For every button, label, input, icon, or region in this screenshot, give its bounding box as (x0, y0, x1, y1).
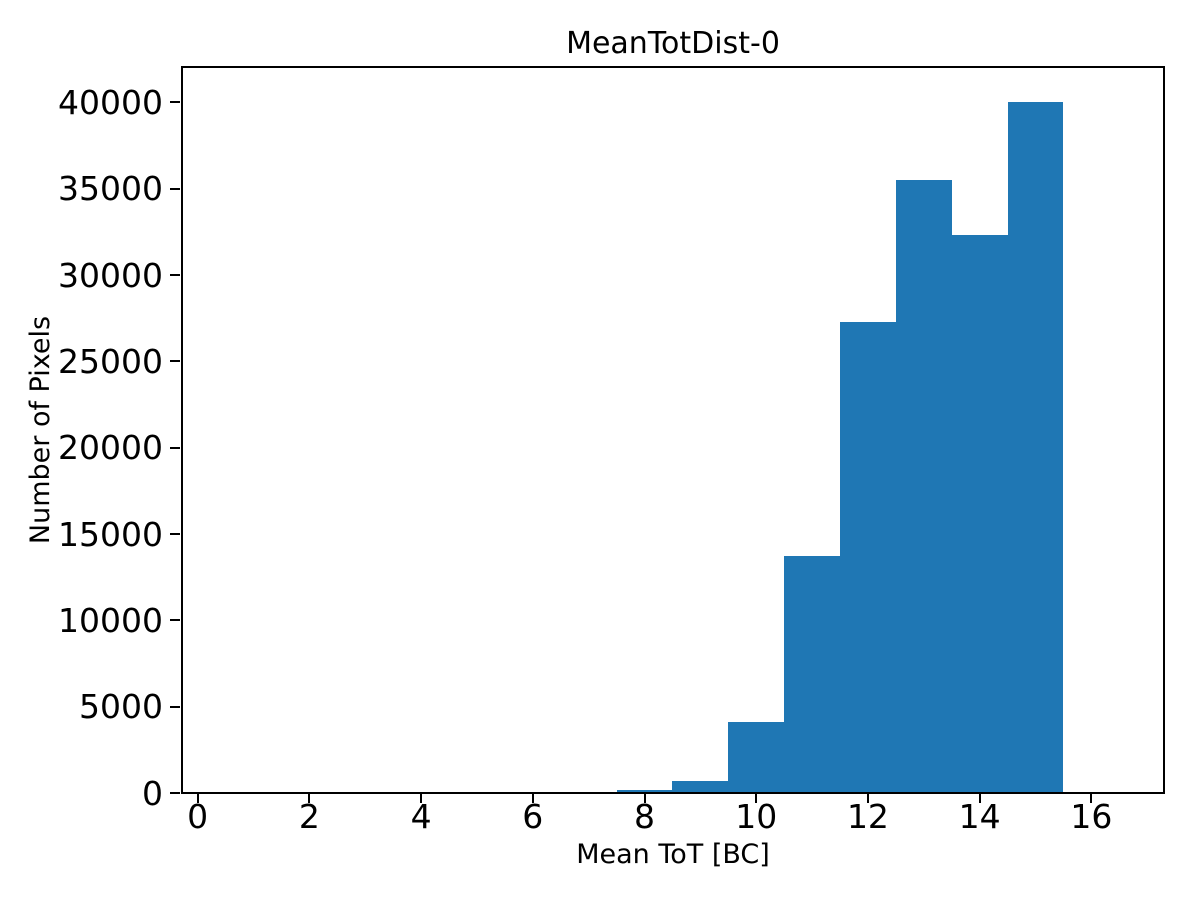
x-tick-mark (978, 793, 981, 803)
x-tick-label: 10 (735, 797, 778, 836)
y-tick-mark (170, 360, 180, 363)
y-tick-label: 0 (142, 773, 163, 813)
x-tick-label: 6 (522, 797, 544, 836)
histogram-bar (728, 722, 785, 793)
x-tick-mark (643, 793, 646, 803)
y-tick-mark (170, 187, 180, 190)
x-tick-label: 0 (187, 797, 209, 836)
histogram-bar (616, 789, 673, 793)
histogram-bar (895, 180, 952, 793)
y-tick-mark (170, 705, 180, 708)
y-tick-mark (170, 792, 180, 794)
chart-title: MeanTotDist-0 (566, 26, 780, 61)
x-tick-label: 12 (846, 797, 889, 836)
x-tick-mark (308, 793, 311, 803)
plot-area (181, 66, 1165, 794)
y-tick-label: 5000 (79, 687, 163, 727)
y-tick-label: 20000 (58, 428, 163, 468)
histogram-bar (784, 556, 840, 793)
y-axis-label: Number of Pixels (25, 315, 56, 545)
x-tick-mark (755, 793, 758, 803)
histogram-bar (672, 780, 729, 793)
x-tick-mark (1090, 793, 1093, 803)
x-tick-label: 8 (634, 797, 655, 836)
x-axis-label: Mean ToT [BC] (576, 839, 770, 870)
x-tick-mark (531, 793, 534, 803)
x-tick-mark (866, 793, 869, 803)
y-tick-label: 10000 (58, 600, 163, 640)
y-tick-mark (170, 533, 180, 536)
x-tick-mark (420, 793, 423, 803)
histogram-bar (840, 321, 896, 793)
x-tick-label: 2 (298, 797, 320, 836)
histogram-bar (1007, 102, 1064, 793)
x-tick-label: 16 (1070, 797, 1113, 836)
y-tick-label: 25000 (58, 341, 163, 381)
y-tick-label: 30000 (58, 255, 163, 295)
y-tick-mark (170, 101, 180, 104)
x-tick-label: 14 (958, 797, 1001, 836)
y-tick-mark (170, 446, 180, 449)
y-tick-label: 15000 (58, 514, 163, 554)
histogram-bar (951, 235, 1008, 793)
y-tick-label: 40000 (58, 82, 163, 122)
y-tick-mark (170, 274, 180, 277)
y-tick-mark (170, 619, 180, 622)
y-tick-label: 35000 (58, 169, 163, 209)
x-tick-mark (196, 793, 199, 803)
x-tick-label: 4 (410, 797, 432, 836)
